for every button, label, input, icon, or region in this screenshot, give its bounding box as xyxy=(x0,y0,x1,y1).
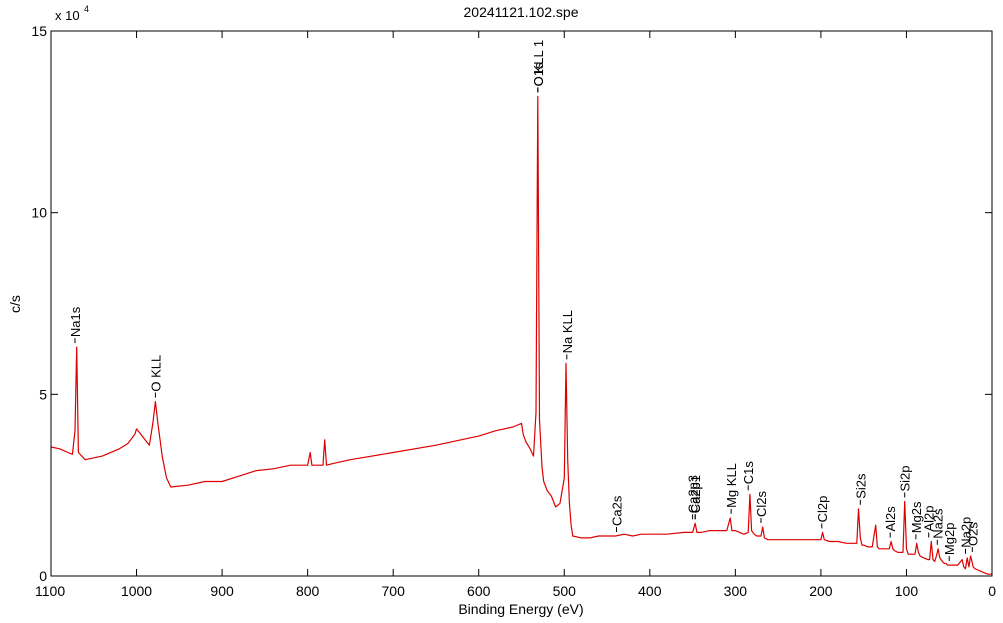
x-axis-ticks: 1100 1000 900 800 700 600 500 400 300 200 100 0 xyxy=(35,31,996,599)
x-tick-label: 300 xyxy=(724,583,748,599)
peak-label: Na2p xyxy=(959,517,974,548)
spectrum-line xyxy=(51,95,992,575)
x-tick-label: 800 xyxy=(296,583,320,599)
peak-label: Cl2s xyxy=(754,490,769,517)
peak-label: O2s xyxy=(965,522,980,546)
peak-annotation: O KLL xyxy=(148,355,163,398)
x-axis-label: Binding Energy (eV) xyxy=(458,601,583,617)
peak-annotation: Al2p xyxy=(922,505,937,538)
plot-frame xyxy=(50,30,993,577)
peak-label: C KLL 1 xyxy=(531,40,546,87)
peak-label: Cl2p xyxy=(815,496,830,523)
peak-label: Na1s xyxy=(68,306,83,337)
x-tick-label: 200 xyxy=(809,583,833,599)
peak-label: Al2p xyxy=(922,505,937,531)
peak-annotation: Si2p xyxy=(898,465,913,498)
y-tick-label: 15 xyxy=(31,23,47,39)
peak-annotation: Cl2p xyxy=(815,496,830,529)
peak-label: Al2s xyxy=(883,506,898,532)
peak-label: Na KLL xyxy=(560,310,575,353)
x-tick-label: 900 xyxy=(210,583,234,599)
peak-label: Ca2p1 xyxy=(688,475,703,513)
peak-label: Mg2p xyxy=(942,523,957,556)
y-tick-label: 10 xyxy=(31,205,47,221)
peak-annotation: O2s xyxy=(965,522,980,552)
peak-annotation: Na KLL xyxy=(560,310,575,360)
x-tick-label: 0 xyxy=(988,583,996,599)
y-axis-label: c/s xyxy=(7,295,23,313)
peak-annotation: C KLL 1 xyxy=(531,40,546,93)
x-tick-label: 1000 xyxy=(121,583,152,599)
x-tick-label: 100 xyxy=(895,583,919,599)
peak-label: O KLL xyxy=(148,355,163,392)
peak-annotation: Na2s xyxy=(930,508,945,545)
peak-label: Na2s xyxy=(930,508,945,539)
x-tick-label: 400 xyxy=(638,583,662,599)
peak-label: Ca2p xyxy=(688,482,703,513)
peak-annotation: Mg2p xyxy=(942,523,957,562)
peak-annotation: Mg2s xyxy=(909,501,924,540)
x-tick-label: 600 xyxy=(467,583,491,599)
peak-annotation: Al2s xyxy=(883,506,898,538)
x-tick-label: 1100 xyxy=(35,583,65,599)
x-tick-label: 500 xyxy=(553,583,577,599)
peak-label: O1s xyxy=(531,62,546,86)
peak-label: Mg2s xyxy=(909,501,924,533)
peak-annotation: Cl2s xyxy=(754,490,769,523)
peak-label: Mg KLL xyxy=(724,463,739,508)
peak-annotation: Ca2p3 xyxy=(686,475,701,520)
peak-label: Ca2p3 xyxy=(686,475,701,513)
chart-title: 20241121.102.spe xyxy=(464,4,579,20)
peak-annotation: Na2p xyxy=(959,517,974,554)
peak-annotation: Ca2p xyxy=(688,482,703,520)
peak-label: Si2s xyxy=(853,473,868,499)
y-tick-label: 5 xyxy=(39,386,47,402)
x-tick-label: 700 xyxy=(382,583,406,599)
peak-label: C1s xyxy=(741,461,756,485)
peak-annotation: Mg KLL xyxy=(724,463,739,514)
peak-annotation: Ca2s xyxy=(610,495,625,532)
peak-label: Si2p xyxy=(898,465,913,491)
y-multiplier-exponent: 4 xyxy=(84,4,89,14)
peak-annotation: C1s xyxy=(741,461,756,491)
y-tick-label: 0 xyxy=(39,568,47,584)
peak-label: Ca2s xyxy=(610,495,625,526)
y-axis-ticks: 0 5 10 15 xyxy=(31,23,992,584)
peak-annotation: Si2s xyxy=(853,473,868,505)
peak-annotation: Na1s xyxy=(68,306,83,344)
y-multiplier-label: x 10 xyxy=(55,8,80,23)
